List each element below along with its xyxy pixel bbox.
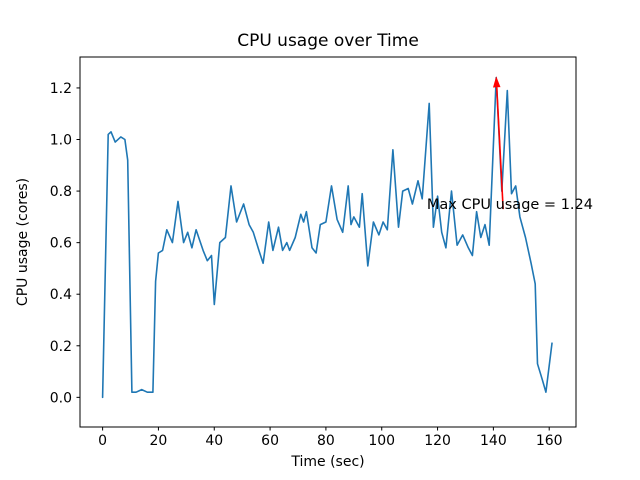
y-tick-label: 0.4 bbox=[50, 287, 72, 303]
y-tick-label: 1.0 bbox=[50, 133, 72, 149]
x-tick-label: 140 bbox=[480, 433, 507, 449]
x-axis-label: Time (sec) bbox=[290, 454, 364, 470]
x-tick-label: 60 bbox=[261, 433, 279, 449]
max-annotation-text: Max CPU usage = 1.24 bbox=[427, 197, 593, 213]
axes-frame bbox=[79, 56, 577, 428]
annotation-arrow-head bbox=[493, 76, 501, 88]
x-tick-label: 80 bbox=[317, 433, 335, 449]
x-tick-label: 100 bbox=[368, 433, 395, 449]
cpu-usage-line bbox=[101, 76, 553, 399]
y-tick-label: 1.2 bbox=[50, 81, 72, 97]
x-tick-label: 0 bbox=[98, 433, 107, 449]
y-tick-label: 0.8 bbox=[50, 184, 72, 200]
x-tick-label: 160 bbox=[536, 433, 563, 449]
annotation-arrow-shaft bbox=[495, 87, 504, 210]
chart-title: CPU usage over Time bbox=[237, 31, 419, 51]
y-tick-label: 0.2 bbox=[50, 339, 72, 355]
y-axis-label: CPU usage (cores) bbox=[15, 178, 31, 306]
x-tick-label: 40 bbox=[205, 433, 223, 449]
y-tick-label: 0.6 bbox=[50, 236, 72, 252]
x-tick-label: 20 bbox=[150, 433, 168, 449]
x-tick-label: 120 bbox=[424, 433, 451, 449]
plot-layer: 0 20 40 60 80 100 120 140 160 0.0 0.2 0.4 0.6 0.8 1.0 1… bbox=[50, 56, 577, 449]
y-tick-label: 0.0 bbox=[50, 390, 72, 406]
